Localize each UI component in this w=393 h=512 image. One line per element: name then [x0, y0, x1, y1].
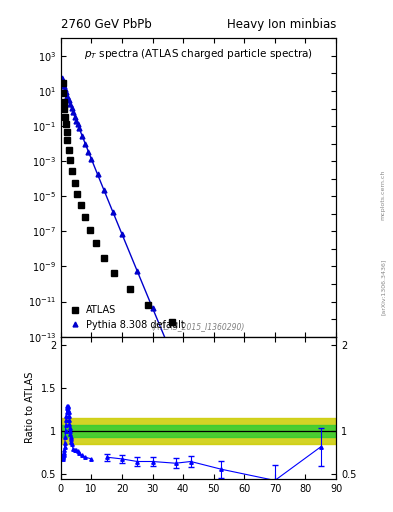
Line: Pythia 8.308 default: Pythia 8.308 default	[59, 75, 323, 512]
Pythia 8.308 default	[86, 148, 91, 155]
Pythia 8.308 default	[83, 141, 88, 147]
Text: mcplots.cern.ch: mcplots.cern.ch	[381, 169, 386, 220]
Pythia 8.308 default	[74, 117, 79, 123]
Pythia 8.308 default	[95, 172, 100, 178]
Pythia 8.308 default	[66, 97, 71, 103]
Pythia 8.308 default	[80, 133, 84, 139]
Pythia 8.308 default	[110, 209, 115, 215]
Text: Heavy Ion minbias: Heavy Ion minbias	[227, 18, 336, 31]
Pythia 8.308 default	[68, 101, 72, 108]
Pythia 8.308 default	[196, 415, 201, 421]
Y-axis label: Ratio to ATLAS: Ratio to ATLAS	[25, 372, 35, 443]
Pythia 8.308 default	[120, 231, 125, 238]
Text: 2760 GeV PbPb: 2760 GeV PbPb	[61, 18, 152, 31]
Pythia 8.308 default	[71, 110, 75, 116]
Pythia 8.308 default	[59, 75, 64, 81]
Text: (ATLAS_2015_I1360290): (ATLAS_2015_I1360290)	[152, 322, 245, 331]
Text: [arXiv:1306.3436]: [arXiv:1306.3436]	[381, 259, 386, 315]
Pythia 8.308 default	[60, 77, 65, 83]
Pythia 8.308 default	[69, 105, 74, 112]
Legend: ATLAS, Pythia 8.308 default: ATLAS, Pythia 8.308 default	[66, 303, 187, 332]
Pythia 8.308 default	[101, 186, 106, 193]
Pythia 8.308 default	[75, 121, 80, 127]
Pythia 8.308 default	[227, 488, 231, 495]
Pythia 8.308 default	[62, 83, 66, 89]
Pythia 8.308 default	[62, 86, 67, 92]
Pythia 8.308 default	[135, 268, 140, 274]
Pythia 8.308 default	[72, 114, 77, 120]
Pythia 8.308 default	[150, 305, 155, 311]
Pythia 8.308 default	[172, 356, 176, 362]
Pythia 8.308 default	[63, 89, 68, 95]
Pythia 8.308 default	[89, 156, 94, 162]
Text: $p_T$ spectra (ATLAS charged particle spectra): $p_T$ spectra (ATLAS charged particle sp…	[84, 47, 313, 61]
Pythia 8.308 default	[77, 125, 82, 132]
Pythia 8.308 default	[61, 80, 65, 86]
Pythia 8.308 default	[65, 93, 70, 99]
